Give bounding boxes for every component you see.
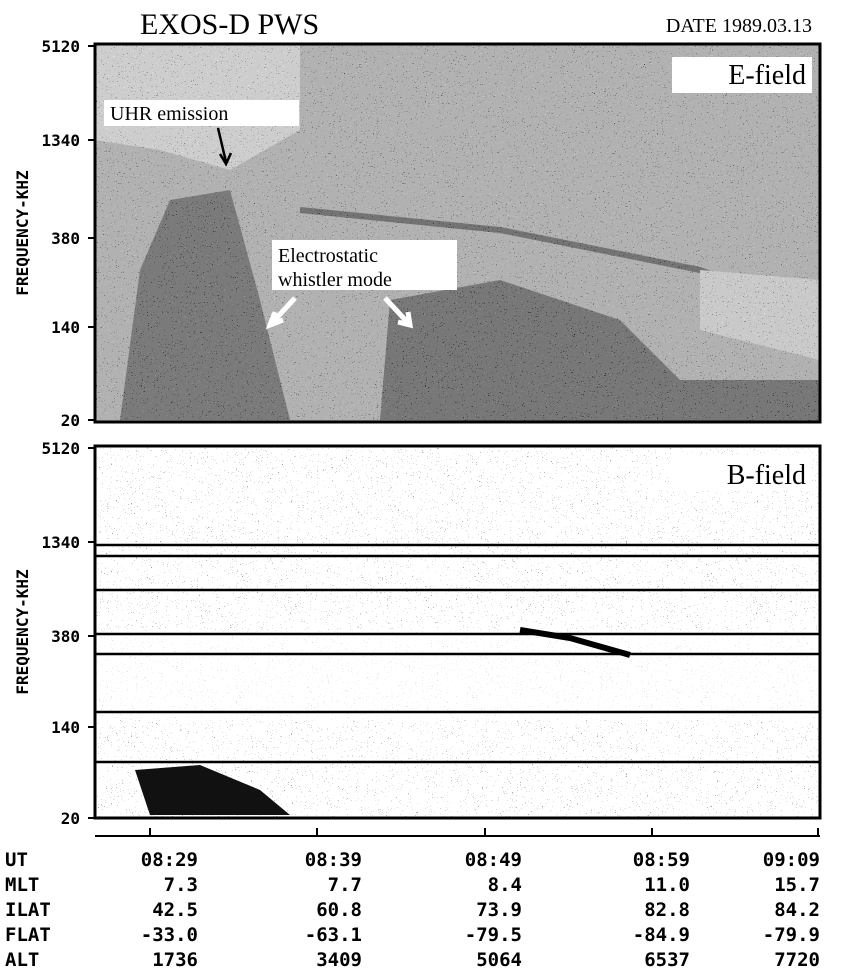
panel-frame [93, 444, 822, 820]
row-label: ALT [5, 949, 39, 971]
date: DATE 1989.03.13 [666, 15, 812, 37]
table-cell: 84.2 [774, 899, 820, 921]
label-box [670, 455, 812, 491]
table-cell: 5064 [476, 949, 522, 971]
table-cell: 60.8 [316, 899, 362, 921]
emission-trace [519, 627, 631, 658]
arrow [265, 296, 297, 330]
table-cell: 42.5 [152, 899, 198, 921]
axis-label: FREQUENCY-KHZ [13, 170, 32, 296]
horizontal-lines [95, 543, 820, 764]
arrow [216, 127, 233, 167]
y-tick-label: 1340 [41, 533, 80, 552]
y-tick-label: 140 [51, 318, 80, 337]
table-cell: 08:59 [633, 849, 690, 871]
table-cell: 08:49 [465, 849, 522, 871]
table-cell: 3409 [316, 949, 362, 971]
table-cell: -79.5 [465, 924, 522, 946]
row-label: FLAT [5, 924, 51, 946]
row-label: UT [5, 849, 28, 871]
y-tick-label: 1340 [41, 131, 80, 150]
annotation: Electrostatic [278, 245, 378, 267]
annotation: whistler mode [278, 269, 392, 291]
row-label: ILAT [5, 899, 51, 921]
panel-label: B-field [727, 460, 806, 491]
y-tick-label: 380 [51, 229, 80, 248]
y-tick-label: 5120 [41, 439, 80, 458]
table-cell: 15.7 [774, 874, 820, 896]
table-cell: -79.9 [763, 924, 820, 946]
spectrogram-region [135, 765, 290, 815]
axis-label: FREQUENCY-KHZ [13, 569, 32, 695]
y-tick-label: 5120 [41, 37, 80, 56]
table-cell: 1736 [152, 949, 198, 971]
y-tick-label: 140 [51, 718, 80, 737]
table-cell: -63.1 [305, 924, 362, 946]
y-tick-label: 20 [61, 809, 80, 828]
table-cell: 73.9 [476, 899, 522, 921]
table-cell: 08:29 [141, 849, 198, 871]
label-box [672, 57, 812, 93]
table-cell: 08:39 [305, 849, 362, 871]
table-cell: 11.0 [644, 874, 690, 896]
panel-frame [93, 42, 822, 424]
label-box [104, 100, 299, 126]
table-cell: 7.3 [164, 874, 198, 896]
row-label: MLT [5, 874, 39, 896]
panel-label: E-field [728, 60, 806, 91]
annotation: UHR emission [110, 103, 228, 125]
label-box [272, 240, 457, 290]
table-cell: -33.0 [141, 924, 198, 946]
y-tick-label: 20 [61, 411, 80, 430]
arrow [383, 296, 414, 329]
table-cell: 6537 [644, 949, 690, 971]
table-cell: 82.8 [644, 899, 690, 921]
time-ticks [149, 828, 819, 836]
table-cell: 7.7 [328, 874, 362, 896]
b-field-panel: B-field [93, 444, 822, 820]
table-cell: 7720 [774, 949, 820, 971]
table-cell: -84.9 [633, 924, 690, 946]
y-tick-label: 380 [51, 627, 80, 646]
table-cell: 8.4 [488, 874, 522, 896]
spectrogram-region [95, 630, 820, 720]
title: EXOS-D PWS [140, 8, 319, 41]
e-field-panel: E-field UHR emission Electrostatic whist… [93, 42, 822, 424]
table-cell: 09:09 [763, 849, 820, 871]
